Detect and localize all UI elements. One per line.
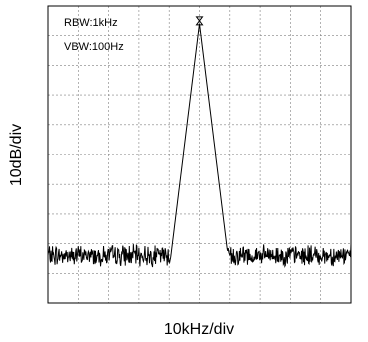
annotation-vbw: VBW:100Hz [64,41,124,53]
y-axis-label: 10dB/div [8,124,25,186]
grid [48,6,351,303]
spectrum-trace [47,23,352,268]
peak-marker-shape [195,16,204,26]
peak-marker-icon [195,16,204,26]
annotation-rbw: RBW:1kHz [64,17,118,29]
x-axis-label: 10kHz/div [164,321,234,338]
plot-frame [47,5,352,304]
